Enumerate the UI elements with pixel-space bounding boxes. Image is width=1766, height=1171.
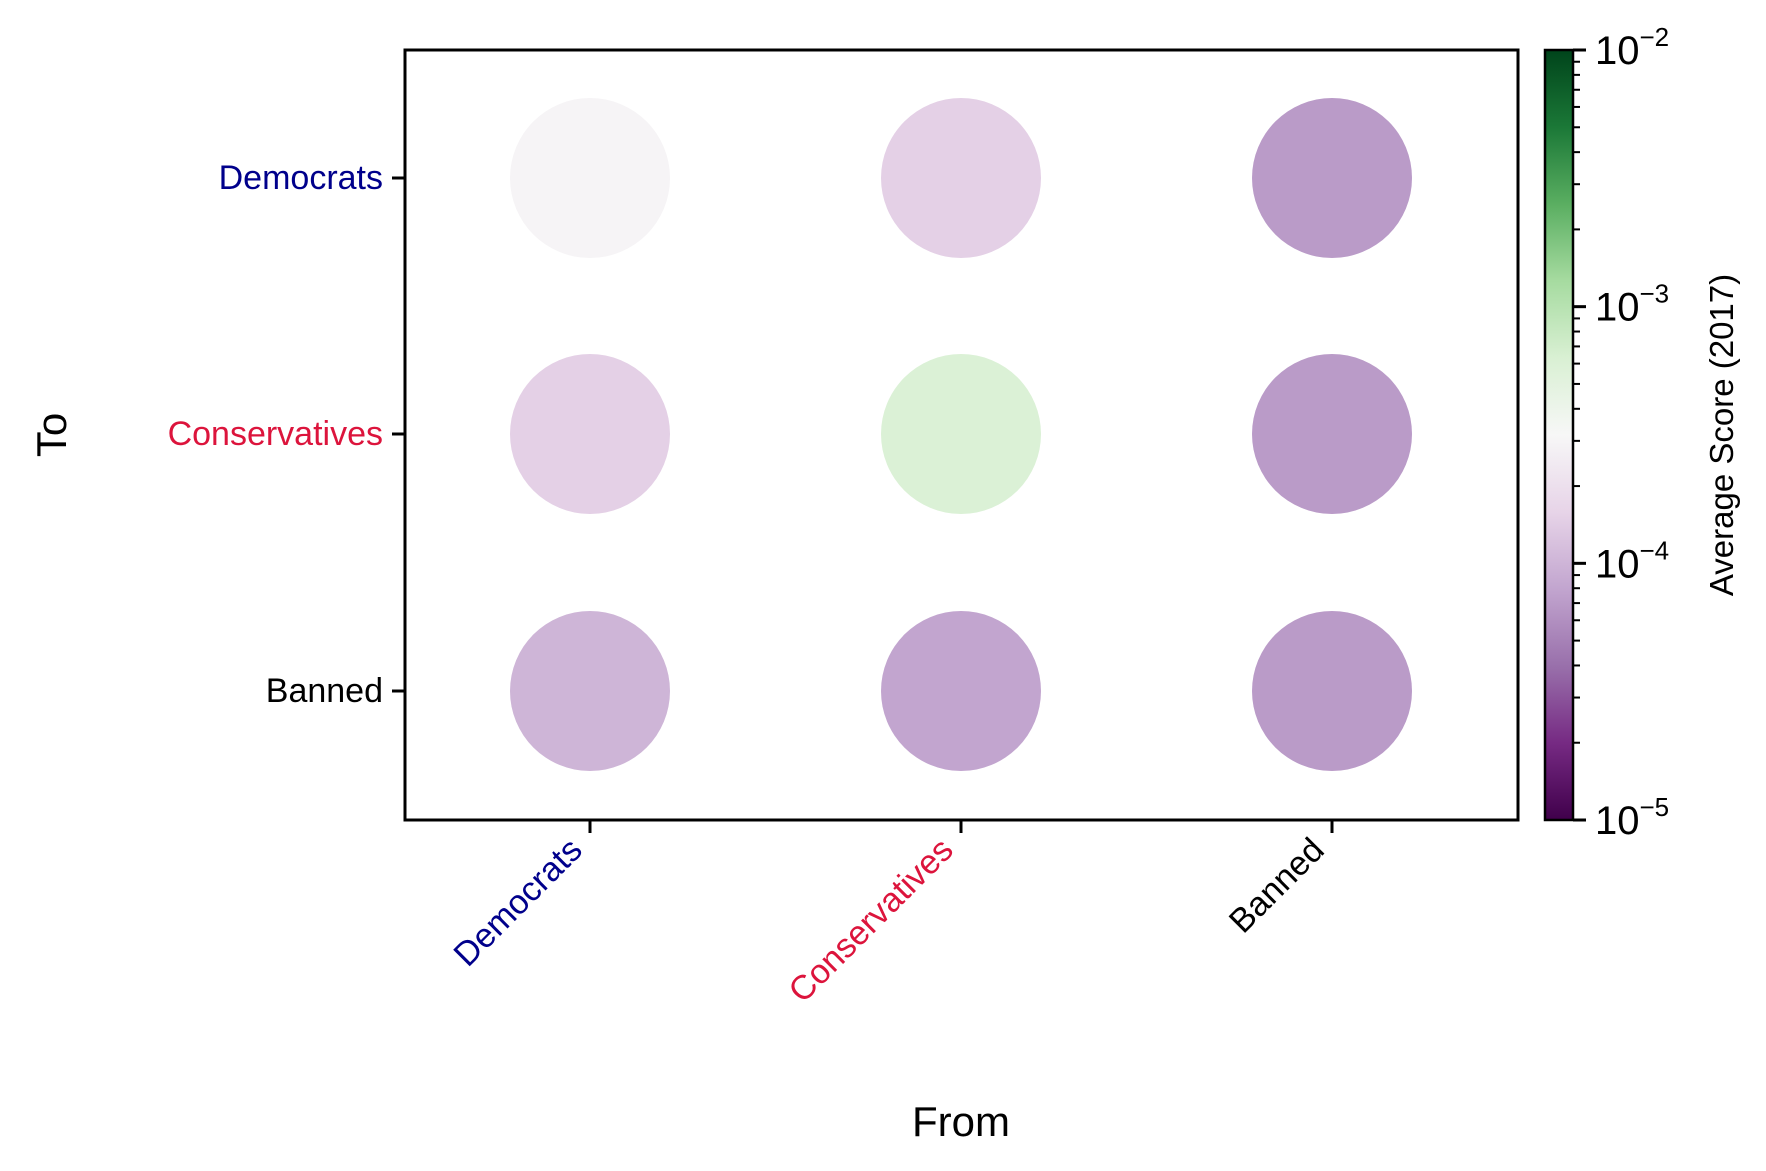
colorbar-tick-label: 10−5 xyxy=(1595,792,1669,843)
x-tick-label: Banned xyxy=(1222,831,1332,941)
colorbar-tick-label: 10−2 xyxy=(1595,22,1669,73)
y-axis-title: To xyxy=(28,413,75,457)
cell-2-2 xyxy=(1252,611,1412,771)
cell-0-2 xyxy=(1252,98,1412,258)
colorbar-tick-label: 10−4 xyxy=(1595,535,1669,586)
cell-0-1 xyxy=(881,98,1041,258)
cell-2-0 xyxy=(510,611,670,771)
cell-2-1 xyxy=(881,611,1041,771)
x-tick-label: Democrats xyxy=(447,831,590,974)
x-tick-label: Conservatives xyxy=(781,831,960,1010)
y-tick-label: Banned xyxy=(266,672,383,710)
colorbar-title: Average Score (2017) xyxy=(1703,274,1740,596)
cell-1-1 xyxy=(881,354,1041,514)
colorbar-ticks: 10−2 10−3 10−4 10−5 xyxy=(1573,22,1669,843)
y-tick-label: Conservatives xyxy=(168,415,383,453)
cell-1-2 xyxy=(1252,354,1412,514)
y-tick-label: Democrats xyxy=(219,159,383,197)
colorbar-gradient xyxy=(1543,48,1575,822)
plot-area xyxy=(510,98,1412,771)
colorbar-tick-label: 10−3 xyxy=(1595,279,1669,330)
cell-1-0 xyxy=(510,354,670,514)
x-axis-title: From xyxy=(912,1098,1010,1145)
colorbar: 10−2 10−3 10−4 10−5 Average Score (2017) xyxy=(1543,22,1740,843)
cell-0-0 xyxy=(510,98,670,258)
